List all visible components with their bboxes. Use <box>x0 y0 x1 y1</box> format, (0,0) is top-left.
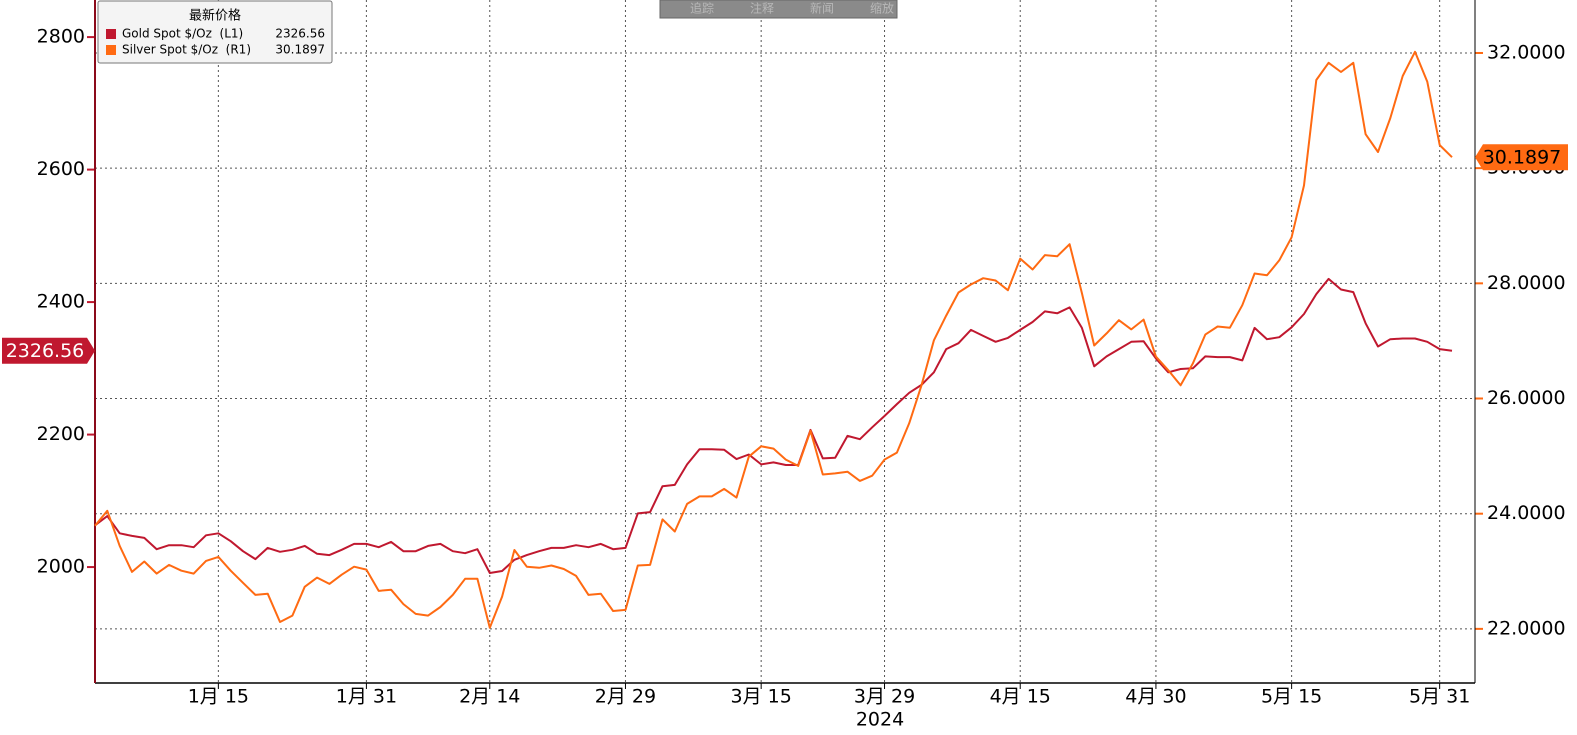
x-tick-label: 4月 15 <box>990 686 1051 708</box>
y2-tick-label: 28.0000 <box>1487 272 1566 294</box>
last-value-flag <box>2 337 95 364</box>
legend: 最新价格 Gold Spot $/Oz (L1) 2326.56 Silver Spo… <box>97 0 333 64</box>
x-tick-label: 1月 15 <box>188 686 249 708</box>
y2-tick-label: 26.0000 <box>1487 387 1566 409</box>
y2-tick-label: 24.0000 <box>1487 502 1566 524</box>
y-tick-label: 2600 <box>37 158 85 180</box>
toolbar-bg <box>659 0 898 19</box>
x-tick-label: 2月 29 <box>595 686 656 708</box>
legend-entry: Gold Spot $/Oz (L1) <box>122 27 243 41</box>
legend-entry: Silver Spot $/Oz (R1) <box>122 43 251 57</box>
legend-swatch <box>106 29 116 39</box>
y2-tick-label: 32.0000 <box>1487 41 1566 63</box>
toolbar-button[interactable]: 追踪 <box>690 1 714 16</box>
x-tick-label: 5月 31 <box>1409 686 1470 708</box>
x-tick-label: 5月 15 <box>1261 686 1322 708</box>
x-tick-label: 3月 15 <box>731 686 792 708</box>
toolbar: 追踪 注释 新闻 缩放 <box>659 0 898 19</box>
legend-value: 2326.56 <box>275 27 325 41</box>
y2-tick-label: 22.0000 <box>1487 617 1566 639</box>
y-tick-label: 2400 <box>37 291 85 313</box>
toolbar-button[interactable]: 缩放 <box>870 1 894 16</box>
legend-title: 最新价格 <box>189 8 241 24</box>
legend-value: 30.1897 <box>275 43 325 57</box>
last-value-flag <box>1475 144 1568 171</box>
series-line <box>94 50 1453 629</box>
last-value-label: 30.1897 <box>1483 147 1562 169</box>
series-line <box>94 277 1453 574</box>
x-tick-label: 3月 29 <box>854 686 915 708</box>
x-tick-label: 2月 14 <box>459 686 520 708</box>
legend-box <box>97 0 333 64</box>
x-tick-label: 4月 30 <box>1125 686 1186 708</box>
legend-swatch <box>106 45 116 55</box>
y-tick-label: 2200 <box>37 423 85 445</box>
last-value-label: 2326.56 <box>6 340 85 362</box>
x-axis-label: 2024 <box>856 709 904 731</box>
toolbar-button[interactable]: 注释 <box>750 1 774 16</box>
y-tick-label: 2000 <box>37 556 85 578</box>
x-tick-label: 1月 31 <box>336 686 397 708</box>
toolbar-button[interactable]: 新闻 <box>810 1 834 16</box>
y-tick-label: 2800 <box>37 26 85 48</box>
